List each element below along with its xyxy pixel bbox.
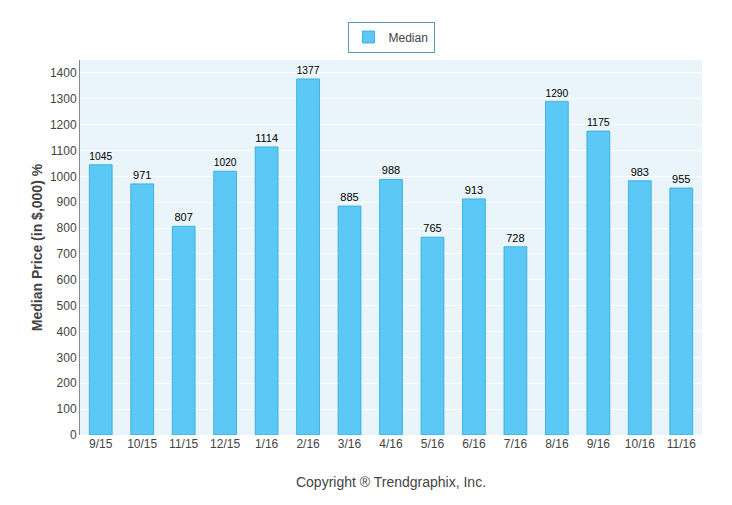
svg-text:800: 800 — [57, 221, 77, 235]
svg-text:1020: 1020 — [214, 157, 237, 168]
svg-text:Median Price (in $,000) %: Median Price (in $,000) % — [29, 163, 45, 331]
svg-text:885: 885 — [340, 191, 358, 203]
svg-text:971: 971 — [133, 169, 151, 181]
svg-text:10/15: 10/15 — [127, 437, 157, 451]
svg-text:1175: 1175 — [587, 116, 610, 128]
svg-text:100: 100 — [57, 402, 77, 416]
svg-text:0: 0 — [70, 428, 77, 442]
svg-text:7/16: 7/16 — [504, 437, 528, 451]
svg-text:900: 900 — [57, 195, 77, 209]
svg-text:2/16: 2/16 — [296, 437, 320, 451]
svg-text:Copyright ® Trendgraphix, Inc.: Copyright ® Trendgraphix, Inc. — [296, 474, 486, 490]
svg-text:988: 988 — [382, 164, 400, 176]
svg-text:Median: Median — [389, 31, 428, 45]
svg-text:1/16: 1/16 — [255, 437, 279, 451]
svg-text:9/16: 9/16 — [587, 437, 611, 451]
svg-text:12/15: 12/15 — [210, 437, 240, 451]
svg-text:765: 765 — [423, 222, 441, 234]
svg-text:700: 700 — [57, 247, 77, 261]
svg-text:400: 400 — [57, 325, 77, 339]
svg-text:6/16: 6/16 — [462, 437, 486, 451]
svg-text:8/16: 8/16 — [545, 437, 569, 451]
svg-text:11/15: 11/15 — [169, 437, 198, 451]
svg-text:1377: 1377 — [297, 65, 320, 76]
svg-text:1114: 1114 — [255, 132, 278, 144]
svg-text:10/16: 10/16 — [625, 437, 655, 451]
svg-text:600: 600 — [57, 273, 77, 287]
svg-text:3/16: 3/16 — [338, 437, 362, 451]
svg-text:300: 300 — [57, 351, 77, 365]
svg-text:1400: 1400 — [50, 66, 77, 80]
svg-text:5/16: 5/16 — [421, 437, 445, 451]
svg-text:1200: 1200 — [50, 118, 77, 132]
svg-text:1000: 1000 — [50, 170, 77, 184]
svg-text:807: 807 — [174, 211, 192, 223]
svg-text:200: 200 — [57, 376, 77, 390]
svg-text:11/16: 11/16 — [667, 437, 696, 451]
svg-text:955: 955 — [672, 173, 690, 185]
svg-text:500: 500 — [57, 299, 77, 313]
svg-text:983: 983 — [631, 166, 649, 178]
svg-text:1100: 1100 — [51, 144, 77, 158]
svg-text:728: 728 — [506, 232, 524, 244]
svg-text:1290: 1290 — [545, 88, 568, 99]
svg-text:4/16: 4/16 — [379, 437, 403, 451]
svg-text:913: 913 — [465, 184, 483, 196]
svg-text:1300: 1300 — [50, 92, 77, 106]
svg-text:9/15: 9/15 — [89, 437, 113, 451]
svg-text:1045: 1045 — [89, 151, 112, 162]
